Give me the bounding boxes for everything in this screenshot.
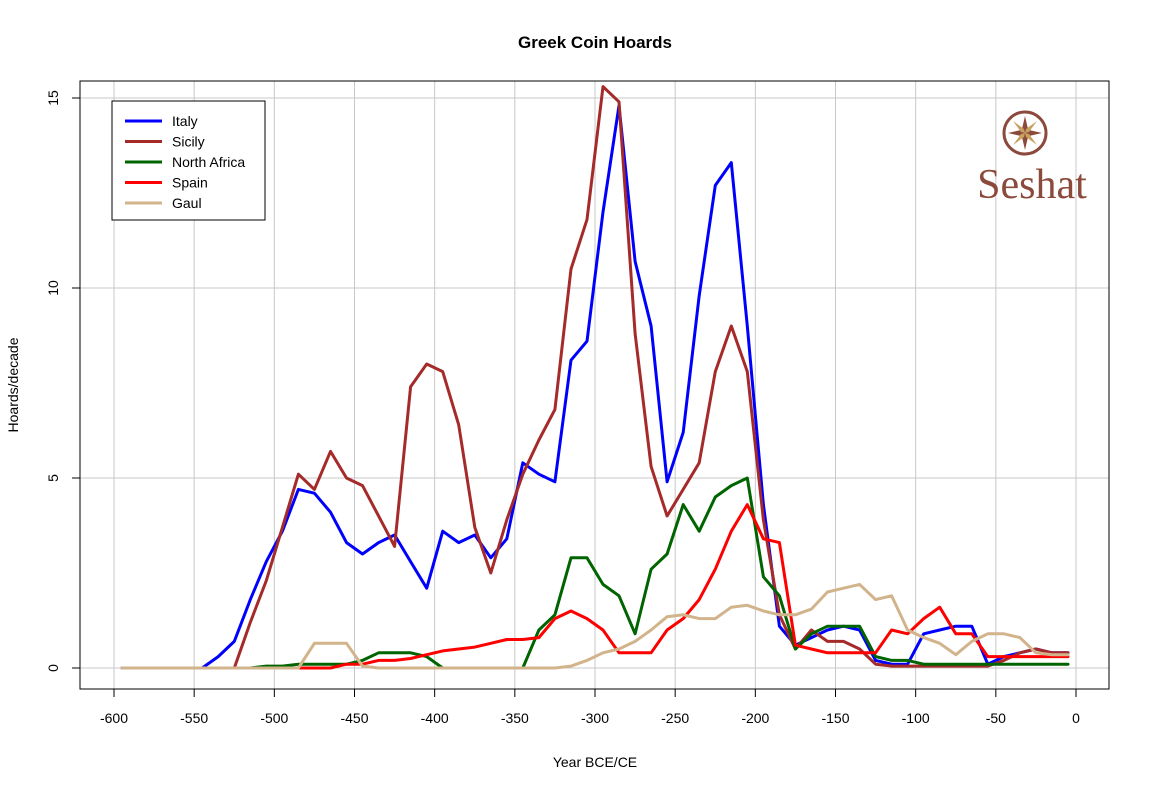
legend-label-sicily: Sicily	[172, 134, 205, 150]
logo-text: Seshat	[977, 162, 1087, 208]
y-tick-label: 10	[45, 280, 61, 296]
x-tick-label: -450	[340, 710, 368, 726]
x-tick-label: -200	[741, 710, 769, 726]
legend: Italy Sicily North Africa Spain Gaul	[111, 100, 266, 221]
x-tick-label: -50	[986, 710, 1006, 726]
legend-label-gaul: Gaul	[172, 195, 202, 211]
series-line-sicily	[232, 85, 1070, 670]
chart-title: Greek Coin Hoards	[518, 33, 672, 52]
x-tick-label: 0	[1072, 710, 1080, 726]
compass-rose-icon	[1002, 110, 1048, 156]
legend-label-north-africa: North Africa	[172, 154, 245, 170]
x-axis: -600 -550 -500 -450 -400 -350 -300 -250 -200 -150…	[100, 688, 1080, 726]
legend-label-spain: Spain	[172, 175, 208, 191]
y-tick-label: 0	[45, 664, 61, 672]
y-axis: 0 5 10 15	[45, 90, 81, 672]
series-line-north-africa	[248, 476, 1070, 670]
y-tick-label: 15	[45, 90, 61, 106]
x-tick-label: -150	[821, 710, 849, 726]
x-tick-label: -500	[260, 710, 288, 726]
y-axis-label: Hoards/decade	[5, 337, 21, 432]
series-layer	[120, 85, 1070, 670]
x-tick-label: -250	[661, 710, 689, 726]
x-tick-label: -100	[902, 710, 930, 726]
x-tick-label: -400	[421, 710, 449, 726]
x-tick-label: -300	[581, 710, 609, 726]
legend-label-italy: Italy	[172, 113, 198, 129]
series-line-gaul	[120, 582, 1070, 670]
series-line-spain	[280, 503, 1070, 670]
x-tick-label: -550	[180, 710, 208, 726]
x-axis-label: Year BCE/CE	[553, 754, 637, 770]
seshat-logo: Seshat	[977, 110, 1087, 208]
grid-lines	[80, 81, 1109, 689]
y-tick-label: 5	[45, 474, 61, 482]
x-tick-label: -350	[501, 710, 529, 726]
x-tick-label: -600	[100, 710, 128, 726]
